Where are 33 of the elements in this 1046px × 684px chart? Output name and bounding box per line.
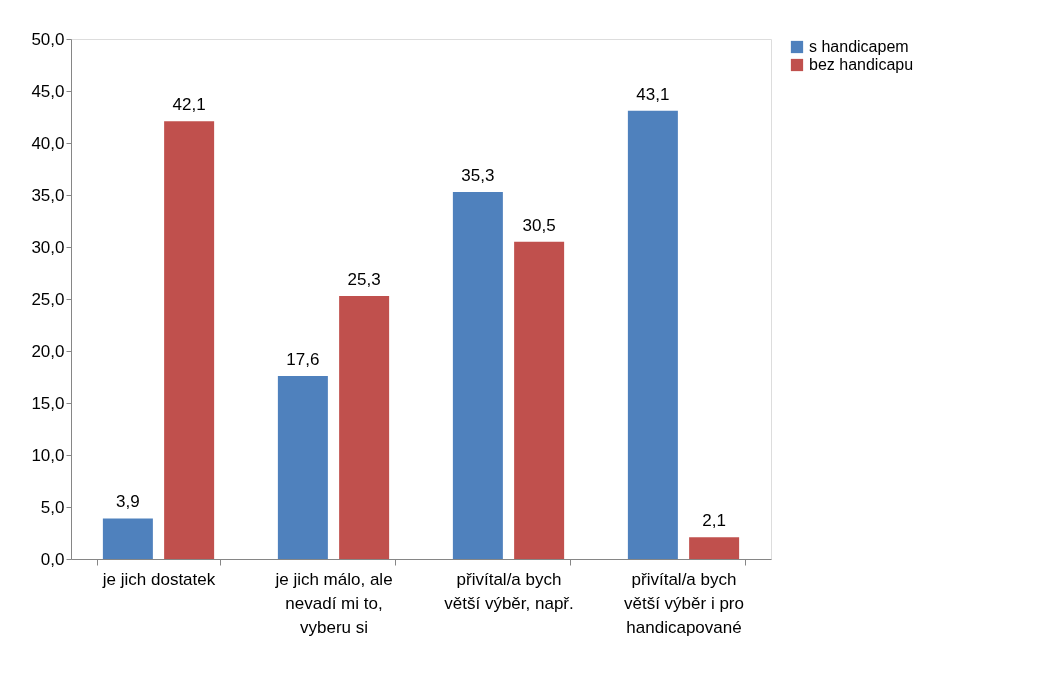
data-label: 42,1 [172,95,206,115]
data-label: 35,3 [461,165,495,185]
y-tick-label: 20,0 [31,341,65,361]
x-tick-label: je jich dostatek [101,569,216,589]
x-tick-label: přivítal/a bych větší výběr, např. [444,569,574,613]
y-tick-label: 50,0 [31,29,65,49]
data-label: 17,6 [286,349,320,369]
y-tick-label: 25,0 [31,289,65,309]
data-label: 25,3 [347,269,381,289]
y-tick-label: 45,0 [31,81,65,101]
y-tick-label: 40,0 [31,133,65,153]
bar [164,121,215,559]
x-tick-label: přivítal/a bych větší výběr i pro handicapované [624,569,744,637]
legend-label: bez handicapu [809,56,914,73]
data-label: 2,1 [702,511,726,531]
data-label: 30,5 [522,215,556,235]
x-tick-label: je jich málo, ale nevadí mi to, vyberu si [274,569,393,637]
bar [452,191,503,559]
y-tick-label: 30,0 [31,237,65,257]
bar [514,241,565,559]
y-tick-label: 35,0 [31,185,65,205]
legend-label: s handicapem [809,38,909,55]
bar [102,518,153,559]
data-label: 3,9 [116,492,140,512]
y-tick-label: 15,0 [31,393,65,413]
bar [277,375,328,559]
y-tick-label: 5,0 [40,497,65,517]
data-label: 43,1 [636,84,670,104]
bar [339,295,390,559]
bar [689,537,740,559]
y-tick-label: 0,0 [40,549,65,569]
y-tick-label: 10,0 [31,445,65,465]
bar [627,110,678,559]
